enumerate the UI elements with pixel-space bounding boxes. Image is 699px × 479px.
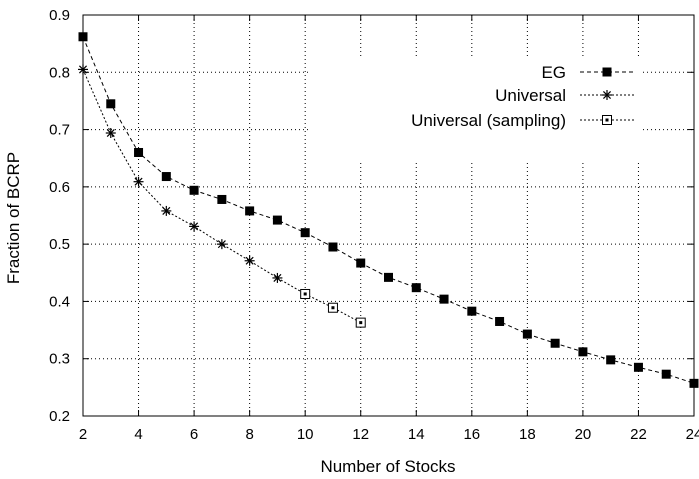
data-point (495, 316, 505, 326)
data-point (689, 378, 699, 388)
x-axis-title: Number of Stocks (320, 457, 455, 476)
data-point (189, 221, 200, 232)
axis-ticks: 2 4 6 8 10 12 14 16 18 20 22 240.20.30.40.50.60.70.… (49, 7, 699, 443)
x-tick-label: 16 (463, 426, 480, 443)
data-point (134, 147, 144, 157)
series-line (277, 277, 361, 324)
data-point (161, 172, 171, 182)
x-tick-label: 6 (190, 426, 198, 443)
grid (83, 15, 694, 416)
data-point-stroke (162, 206, 171, 215)
data-point (606, 355, 616, 365)
y-tick-label: 0.8 (49, 64, 70, 81)
data-point-center (303, 292, 307, 296)
data-point (602, 115, 612, 125)
data-point (355, 317, 366, 328)
legend-sample (580, 115, 634, 125)
data-point-stroke (78, 65, 88, 74)
legend-label-universal: Universal (495, 86, 566, 105)
data-point-stroke (602, 90, 612, 100)
data-point (216, 239, 227, 250)
x-tick-label: 18 (519, 426, 536, 443)
data-point (411, 283, 421, 293)
y-tick-label: 0.5 (49, 236, 70, 253)
series-line (82, 69, 278, 279)
y-tick-label: 0.9 (49, 7, 70, 24)
data-point (217, 194, 227, 204)
data-point (105, 128, 116, 139)
data-point (327, 302, 338, 313)
data-point-stroke (217, 240, 226, 249)
y-tick-label: 0.6 (49, 179, 70, 196)
data-point (78, 32, 88, 42)
x-tick-label: 10 (297, 426, 314, 443)
x-tick-label: 8 (245, 426, 253, 443)
series-eg (78, 32, 699, 388)
legend: EG Universal Universal (sampling) (310, 56, 640, 160)
data-point (522, 329, 532, 339)
data-point (578, 347, 588, 357)
data-point (467, 306, 477, 316)
y-axis-title: Fraction of BCRP (4, 152, 23, 284)
y-tick-label: 0.2 (49, 408, 70, 425)
data-point-stroke (245, 256, 254, 265)
data-point (78, 64, 88, 75)
data-point (244, 255, 255, 266)
data-point-center (359, 321, 363, 325)
data-point-stroke (134, 177, 143, 186)
legend-samples (580, 67, 634, 125)
data-point (439, 294, 449, 304)
plot-frame (82, 14, 695, 417)
data-point-stroke (106, 128, 115, 138)
data-point (602, 67, 612, 77)
x-tick-label: 14 (408, 426, 425, 443)
x-tick-label: 12 (352, 426, 369, 443)
y-tick-label: 0.4 (49, 293, 70, 310)
data-point (550, 338, 560, 348)
data-point-center (331, 306, 335, 310)
y-tick-label: 0.3 (49, 351, 70, 368)
y-tick-label: 0.7 (49, 122, 70, 139)
legend-label-universal-sampling: Universal (sampling) (411, 111, 566, 130)
legend-label-eg: EG (541, 63, 566, 82)
data-point (272, 215, 282, 225)
x-tick-label: 24 (686, 426, 699, 443)
series-universal (78, 64, 283, 283)
legend-background (310, 56, 640, 160)
series-layer (78, 32, 699, 388)
series-universal-sampling (277, 277, 366, 328)
data-point (328, 242, 338, 252)
x-tick-label: 4 (134, 426, 142, 443)
legend-sample (580, 90, 634, 100)
x-tick-label: 22 (630, 426, 647, 443)
x-tick-label: 20 (575, 426, 592, 443)
data-point (633, 362, 643, 372)
data-point (189, 185, 199, 195)
data-point (602, 90, 612, 100)
data-point (356, 258, 366, 268)
legend-sample (580, 67, 634, 77)
data-point (300, 228, 310, 238)
data-point-center (605, 118, 609, 122)
x-tick-label: 2 (79, 426, 87, 443)
data-point (133, 176, 144, 187)
data-point (384, 272, 393, 282)
data-point (661, 369, 671, 379)
data-point (106, 99, 116, 109)
data-point (245, 206, 255, 216)
data-point (300, 288, 311, 299)
data-point-stroke (190, 222, 199, 231)
data-point (161, 205, 172, 216)
